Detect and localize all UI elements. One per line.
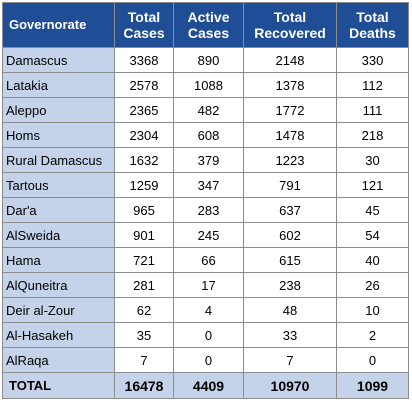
total-recovered-cell: 1378 <box>243 72 337 98</box>
total-deaths-sum: 1099 <box>336 372 409 399</box>
table-row: Homs 2304 608 1478 218 <box>2 122 409 148</box>
total-deaths-cell: 54 <box>336 222 409 248</box>
active-cases-cell: 0 <box>173 322 244 348</box>
total-recovered-cell: 238 <box>243 272 337 298</box>
table-row: Dar'a 965 283 637 45 <box>2 197 409 223</box>
total-cases-cell: 2304 <box>114 122 174 148</box>
governorate-cases-table: Governorate Total Cases Active Cases Tot… <box>2 2 409 399</box>
table-row: AlSweida 901 245 602 54 <box>2 222 409 248</box>
governorate-cell: Al-Hasakeh <box>2 322 115 348</box>
total-cases-cell: 62 <box>114 297 174 323</box>
governorate-cell: AlRaqa <box>2 347 115 373</box>
active-cases-cell: 17 <box>173 272 244 298</box>
total-deaths-cell: 2 <box>336 322 409 348</box>
table-row: Aleppo 2365 482 1772 111 <box>2 97 409 123</box>
total-recovered-cell: 1478 <box>243 122 337 148</box>
total-cases-cell: 1259 <box>114 172 174 198</box>
total-cases-cell: 721 <box>114 247 174 273</box>
active-cases-cell: 283 <box>173 197 244 223</box>
total-recovered-cell: 602 <box>243 222 337 248</box>
header-row: Governorate Total Cases Active Cases Tot… <box>2 2 409 48</box>
total-cases-cell: 35 <box>114 322 174 348</box>
governorate-cell: Damascus <box>2 47 115 73</box>
total-recovered-cell: 2148 <box>243 47 337 73</box>
total-recovered-cell: 615 <box>243 247 337 273</box>
table-row: AlRaqa 7 0 7 0 <box>2 347 409 373</box>
active-cases-cell: 0 <box>173 347 244 373</box>
total-cases-cell: 901 <box>114 222 174 248</box>
governorate-cell: Aleppo <box>2 97 115 123</box>
total-recovered-cell: 1772 <box>243 97 337 123</box>
total-deaths-cell: 330 <box>336 47 409 73</box>
governorate-cell: AlQuneitra <box>2 272 115 298</box>
total-recovered-sum: 10970 <box>243 372 337 399</box>
table-row: Deir al-Zour 62 4 48 10 <box>2 297 409 323</box>
governorate-cell: Latakia <box>2 72 115 98</box>
table-row: Latakia 2578 1088 1378 112 <box>2 72 409 98</box>
active-cases-sum: 4409 <box>173 372 244 399</box>
active-cases-cell: 347 <box>173 172 244 198</box>
governorate-cell: Deir al-Zour <box>2 297 115 323</box>
total-cases-cell: 281 <box>114 272 174 298</box>
total-deaths-cell: 121 <box>336 172 409 198</box>
total-recovered-cell: 1223 <box>243 147 337 173</box>
total-cases-sum: 16478 <box>114 372 174 399</box>
total-deaths-cell: 30 <box>336 147 409 173</box>
table-row: Rural Damascus 1632 379 1223 30 <box>2 147 409 173</box>
active-cases-cell: 890 <box>173 47 244 73</box>
table-row: Tartous 1259 347 791 121 <box>2 172 409 198</box>
total-deaths-cell: 26 <box>336 272 409 298</box>
header-total-deaths: Total Deaths <box>336 2 409 48</box>
total-deaths-cell: 112 <box>336 72 409 98</box>
total-recovered-cell: 7 <box>243 347 337 373</box>
total-row: TOTAL 16478 4409 10970 1099 <box>2 372 409 399</box>
table-row: AlQuneitra 281 17 238 26 <box>2 272 409 298</box>
total-recovered-cell: 33 <box>243 322 337 348</box>
total-cases-cell: 2365 <box>114 97 174 123</box>
active-cases-cell: 482 <box>173 97 244 123</box>
governorate-cell: Tartous <box>2 172 115 198</box>
active-cases-cell: 379 <box>173 147 244 173</box>
governorate-cell: AlSweida <box>2 222 115 248</box>
total-deaths-cell: 40 <box>336 247 409 273</box>
table-row: Hama 721 66 615 40 <box>2 247 409 273</box>
table-row: Damascus 3368 890 2148 330 <box>2 47 409 73</box>
governorate-cell: Dar'a <box>2 197 115 223</box>
governorate-cell: Homs <box>2 122 115 148</box>
header-governorate: Governorate <box>2 2 115 48</box>
total-cases-cell: 965 <box>114 197 174 223</box>
table-row: Al-Hasakeh 35 0 33 2 <box>2 322 409 348</box>
total-deaths-cell: 10 <box>336 297 409 323</box>
active-cases-cell: 66 <box>173 247 244 273</box>
header-total-recovered: Total Recovered <box>243 2 337 48</box>
total-cases-cell: 1632 <box>114 147 174 173</box>
header-total-cases: Total Cases <box>114 2 174 48</box>
total-deaths-cell: 111 <box>336 97 409 123</box>
total-cases-cell: 7 <box>114 347 174 373</box>
active-cases-cell: 608 <box>173 122 244 148</box>
total-cases-cell: 3368 <box>114 47 174 73</box>
total-cases-cell: 2578 <box>114 72 174 98</box>
total-deaths-cell: 0 <box>336 347 409 373</box>
active-cases-cell: 4 <box>173 297 244 323</box>
total-recovered-cell: 48 <box>243 297 337 323</box>
governorate-cell: Rural Damascus <box>2 147 115 173</box>
governorate-cell: Hama <box>2 247 115 273</box>
header-active-cases: Active Cases <box>173 2 244 48</box>
total-recovered-cell: 637 <box>243 197 337 223</box>
active-cases-cell: 1088 <box>173 72 244 98</box>
active-cases-cell: 245 <box>173 222 244 248</box>
total-deaths-cell: 45 <box>336 197 409 223</box>
total-deaths-cell: 218 <box>336 122 409 148</box>
total-label: TOTAL <box>2 372 115 399</box>
table-body: Damascus 3368 890 2148 330 Latakia 2578 1088 137… <box>2 47 409 373</box>
total-recovered-cell: 791 <box>243 172 337 198</box>
